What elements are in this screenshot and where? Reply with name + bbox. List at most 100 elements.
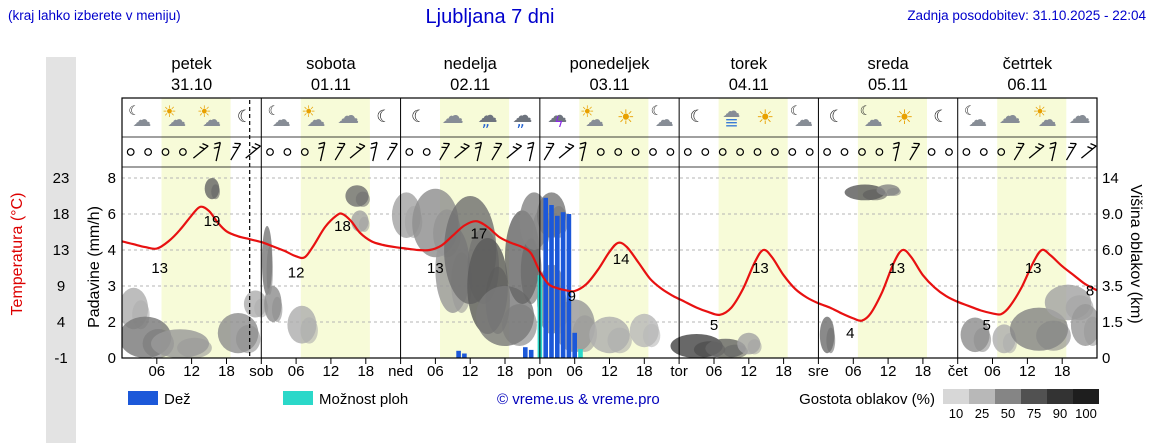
temp-axis-tick: 13 [53, 242, 70, 259]
cloud-moon-weather-icon: ☾ ☁ [264, 103, 294, 133]
temp-axis-tick: 9 [57, 278, 65, 295]
x-hour-label: 12 [462, 363, 479, 380]
rain-bar [560, 212, 566, 358]
precip-axis-tick: 3 [108, 278, 116, 295]
day-name: nedelja [444, 55, 498, 73]
x-day-label: pon [527, 363, 552, 380]
cloud-axis-tick: 6.0 [1102, 242, 1123, 259]
temperature-value-label: 4 [846, 325, 854, 342]
icon-glyph: ☁ [585, 109, 605, 131]
cloud-density-swatch [995, 389, 1021, 404]
icon-glyph: ☁ [654, 109, 674, 131]
cloud-blob [607, 327, 632, 354]
cloud-density-swatch [1021, 389, 1047, 404]
wind-barb-icon [334, 142, 346, 161]
wind-barb-icon [1080, 143, 1097, 159]
temperature-value-label: 14 [613, 251, 630, 268]
icon-glyph: ☀ [197, 102, 212, 121]
wind-barb-icon [439, 142, 451, 161]
day-name: torek [730, 55, 767, 73]
x-day-label: sob [249, 363, 273, 380]
sun-cloud-weather-icon: ☀ ☁ [194, 103, 224, 133]
x-hour-label: 18 [497, 363, 514, 380]
temperature-value-label: 13 [427, 260, 444, 277]
day-date: 06.11 [1007, 76, 1047, 94]
wind-barb-icon [370, 141, 378, 162]
icon-glyph: ☀ [756, 105, 775, 129]
day-name: četrtek [1003, 55, 1053, 73]
icon-glyph: ☾ [933, 107, 949, 127]
x-hour-label: 18 [915, 363, 932, 380]
day-date: 04.11 [729, 76, 769, 94]
wind-calm-icon [405, 148, 414, 156]
rain-bar [528, 349, 534, 358]
cloud-density-label: Gostota oblakov (%) [799, 391, 935, 408]
x-hour-label: 06 [566, 363, 583, 380]
wind-barb-icon [192, 143, 209, 159]
location-hint: (kraj lahko izberete v meniju) [8, 8, 181, 23]
icon-glyph: ☁ [968, 109, 988, 131]
wind-barb-icon [1028, 143, 1045, 159]
temperature-value-label: 19 [204, 213, 221, 230]
cloud-blob [359, 216, 370, 232]
cloud-blob [747, 339, 762, 355]
wind-calm-icon [805, 148, 814, 156]
icon-glyph: ☁ [337, 104, 360, 129]
cloud-weather-icon: ☁ [995, 103, 1025, 133]
copyright-link[interactable]: © vreme.us & vreme.pro [497, 391, 660, 408]
cloud-blob [973, 327, 992, 352]
sun-cloud-weather-icon: ☀ ☁ [159, 103, 189, 133]
day-name: sreda [867, 55, 909, 73]
day-date: 01.11 [311, 76, 351, 94]
icon-glyph: ☁ [512, 103, 533, 127]
sun-cloud-weather-icon: ☀ ☁ [299, 103, 329, 133]
wind-calm-icon [875, 148, 884, 156]
day-date: 02.11 [450, 76, 490, 94]
temp-axis-tick: 4 [57, 314, 65, 331]
x-hour-label: 18 [357, 363, 374, 380]
wind-calm-icon [596, 148, 605, 156]
wind-barb-icon [454, 143, 470, 159]
cloud-axis-tick: 0 [1102, 350, 1110, 367]
wind-calm-icon [979, 148, 988, 156]
icon-glyph: ☾ [267, 104, 280, 119]
temperature-axis-strip [46, 57, 76, 443]
wind-barb-icon [892, 141, 900, 162]
icon-glyph: ☾ [128, 104, 141, 119]
cloud-axis-tick: 3.5 [1102, 278, 1123, 295]
cloud-weather-icon: ☁ [438, 103, 468, 133]
cloud-density-value: 90 [1052, 406, 1068, 421]
moon-weather-icon: ☾ [403, 103, 433, 133]
x-hour-label: 18 [775, 363, 792, 380]
moon-weather-icon: ☾ [821, 103, 851, 133]
icon-glyph: ☁ [722, 101, 741, 122]
daylight-band [161, 98, 231, 358]
sun-weather-icon: ☀ [612, 103, 642, 133]
temp-axis-tick: -1 [54, 350, 67, 367]
day-date: 05.11 [868, 76, 908, 94]
sun-cloud-weather-icon: ☀ ☁ [577, 103, 607, 133]
cloud-blob [642, 323, 661, 348]
x-hour-label: 18 [636, 363, 653, 380]
cloud-blob [177, 337, 212, 358]
wind-barb-icon [474, 141, 483, 162]
icon-glyph: ☁ [477, 103, 498, 127]
wind-calm-icon [649, 148, 657, 156]
temperature-curve [122, 205, 1097, 322]
x-day-label: tor [670, 363, 688, 380]
cloud-density-swatch [969, 389, 995, 404]
wind-calm-icon [753, 148, 762, 156]
rain-bar [555, 215, 560, 358]
temperature-value-label: 13 [752, 260, 769, 277]
x-hour-label: 12 [880, 363, 897, 380]
wind-calm-icon [788, 148, 797, 156]
wind-calm-icon [266, 148, 274, 156]
cloud-blob [826, 327, 836, 354]
moon-weather-icon: ☾ [925, 103, 955, 133]
wind-barb-icon [1065, 142, 1077, 161]
cloud-density-value: 50 [1000, 406, 1016, 421]
x-day-label: ned [388, 363, 413, 380]
wind-calm-icon [997, 148, 1006, 156]
wind-calm-icon [771, 148, 779, 156]
